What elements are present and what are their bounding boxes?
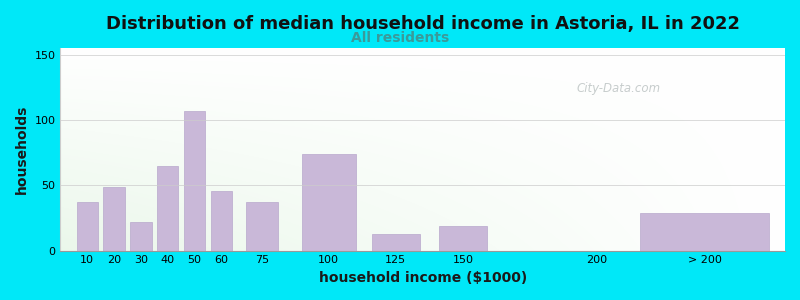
X-axis label: household income ($1000): household income ($1000) bbox=[318, 271, 527, 285]
Bar bbox=[77, 202, 98, 250]
Bar bbox=[640, 213, 769, 250]
Title: Distribution of median household income in Astoria, IL in 2022: Distribution of median household income … bbox=[106, 15, 740, 33]
Bar bbox=[184, 111, 206, 250]
Bar bbox=[372, 234, 420, 250]
Bar bbox=[130, 222, 152, 250]
Bar bbox=[157, 166, 178, 250]
Bar bbox=[210, 190, 232, 250]
Y-axis label: households: households bbox=[15, 105, 29, 194]
Text: City-Data.com: City-Data.com bbox=[576, 82, 661, 95]
Bar bbox=[103, 187, 125, 250]
Text: All residents: All residents bbox=[351, 32, 449, 46]
Bar bbox=[246, 202, 278, 250]
Bar bbox=[302, 154, 356, 250]
Bar bbox=[439, 226, 487, 250]
